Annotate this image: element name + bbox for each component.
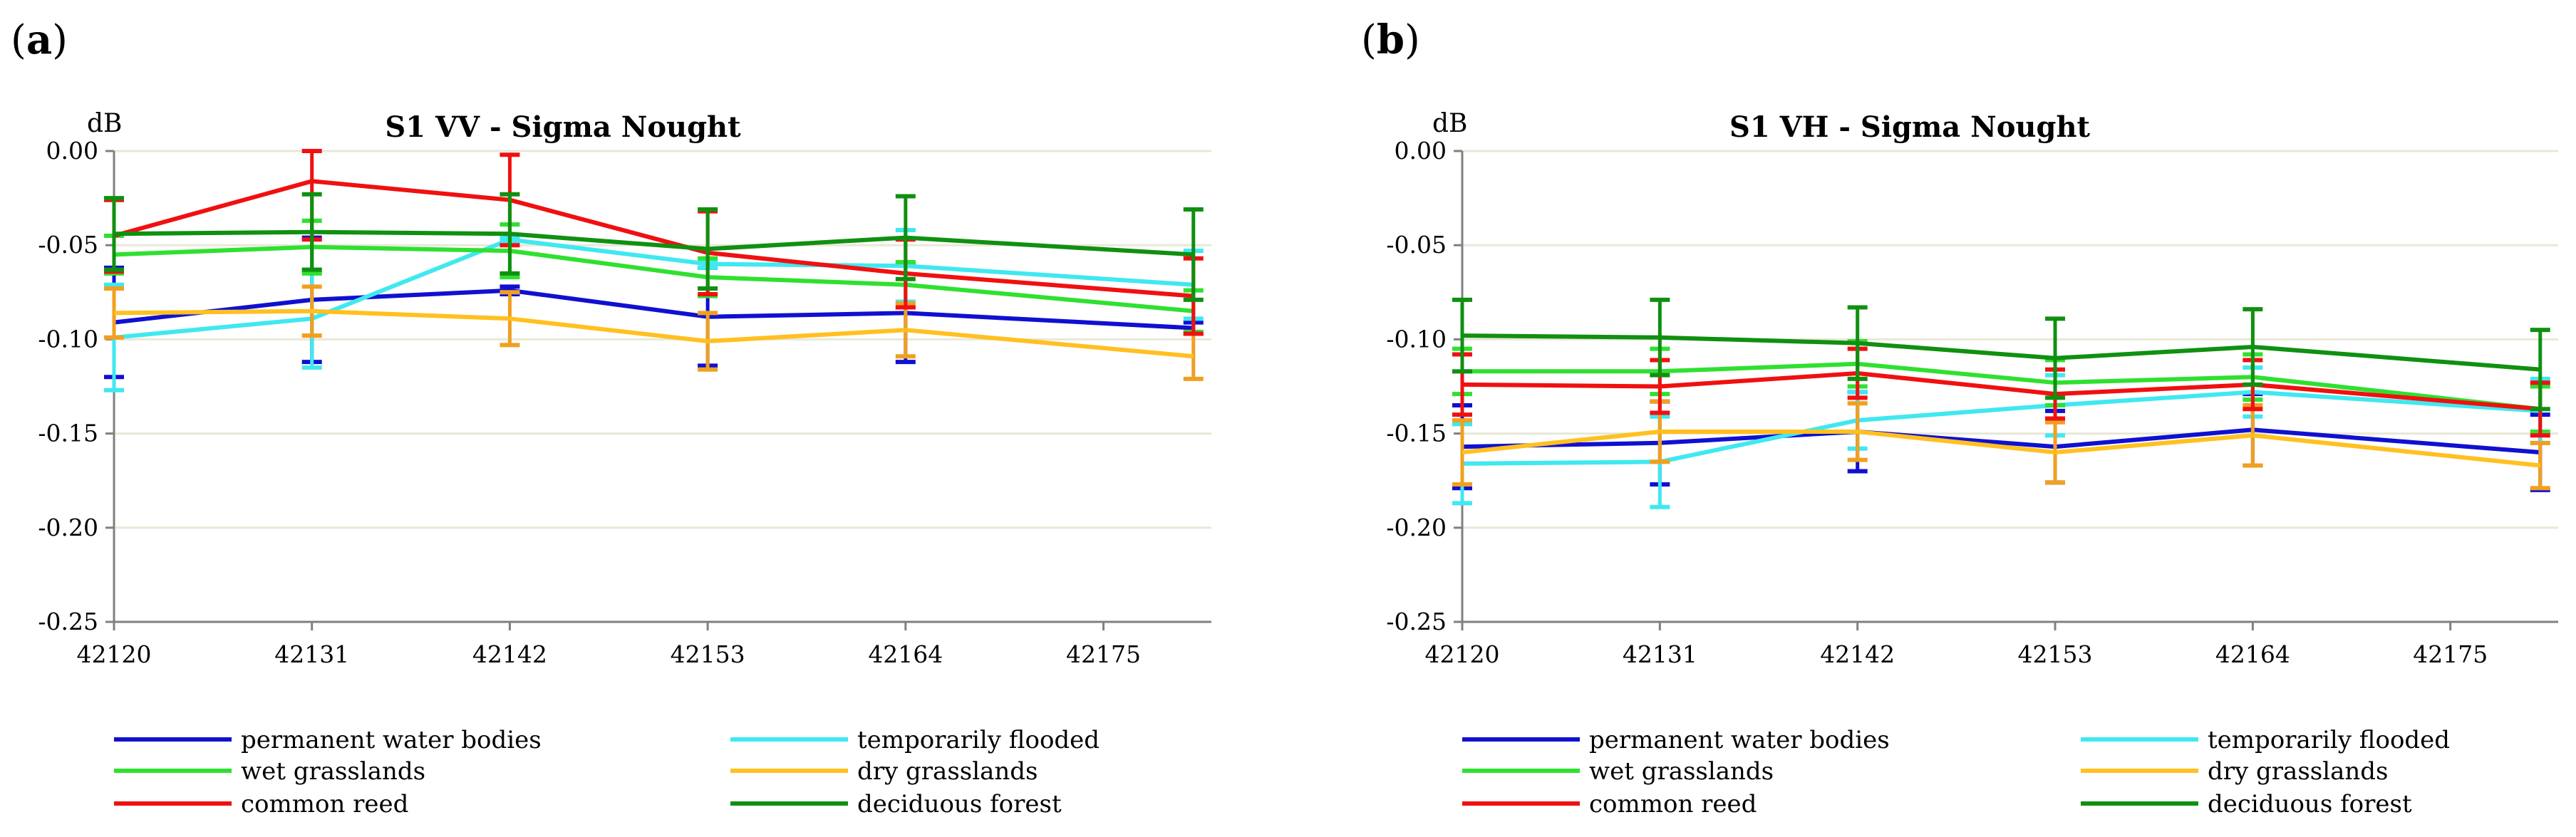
- series-forest: [104, 192, 1204, 302]
- panel-label-close: ): [52, 17, 68, 63]
- series-line: [1462, 333, 2541, 372]
- series-line: [1462, 361, 2541, 412]
- panel-label: (b): [1361, 16, 1420, 63]
- y-tick-label: -0.20: [38, 514, 98, 541]
- chart-panel-a: (a) S1 VV - Sigma Nought dB0.00 -0.05 -0.10 -…: [11, 16, 1211, 818]
- chart-title: S1 VH - Sigma Nought: [1729, 110, 2091, 144]
- series-line: [113, 308, 1194, 359]
- panel-label-open: (: [1361, 17, 1377, 63]
- series-line: [113, 288, 1194, 331]
- y-tick-label: -0.05: [1386, 231, 1447, 259]
- legend-label-temporary: temporarily flooded: [857, 726, 1100, 754]
- x-tick-label: 42175: [1066, 640, 1141, 668]
- chart-panel-b: (b) S1 VH - Sigma Nought dB0.00 -0.05 -0.10 -…: [1361, 16, 2558, 818]
- legend-label-permanent: permanent water bodies: [241, 726, 542, 754]
- legend-label-reed: common reed: [241, 790, 408, 818]
- x-tick-label: 42142: [472, 640, 547, 668]
- series-line: [113, 237, 1194, 340]
- series-forest: [1452, 297, 2550, 412]
- x-tick-label: 42120: [77, 640, 152, 668]
- series-line: [1462, 427, 2541, 454]
- series-line: [113, 179, 1194, 298]
- x-tick-label: 42153: [2018, 640, 2093, 668]
- series-line: [1462, 430, 2541, 468]
- y-tick-label: -0.15: [38, 420, 98, 447]
- series-line: [1462, 390, 2540, 466]
- legend-label-permanent: permanent water bodies: [1589, 726, 1890, 754]
- y-tick-label: -0.15: [1386, 420, 1447, 447]
- legend-label-wet: wet grasslands: [241, 757, 425, 786]
- x-tick-label: 42120: [1425, 640, 1500, 668]
- legend-label-temporary: temporarily flooded: [2208, 726, 2450, 754]
- y-tick-label: -0.25: [38, 608, 98, 635]
- series-permanent: [1452, 390, 2550, 492]
- y-axis-unit: dB: [1432, 109, 1468, 138]
- y-tick-label: -0.20: [1386, 514, 1447, 541]
- series-line: [1462, 371, 2541, 412]
- panel-label-open: (: [11, 17, 26, 63]
- legend: permanent water bodies temporarily floode…: [1462, 726, 2450, 818]
- legend-label-dry: dry grasslands: [2208, 757, 2388, 786]
- x-tick-label: 42131: [1623, 640, 1697, 668]
- chart-title: S1 VV - Sigma Nought: [385, 110, 741, 144]
- x-tick-label: 42175: [2413, 640, 2488, 668]
- panel-label-letter: b: [1377, 16, 1405, 63]
- legend: permanent water bodies temporarily floode…: [114, 726, 1100, 818]
- legend-label-forest: deciduous forest: [2208, 790, 2412, 818]
- series-dry: [104, 284, 1204, 381]
- panel-label-close: ): [1405, 17, 1420, 63]
- y-tick-label: 0.00: [46, 137, 98, 165]
- y-tick-label: 0.00: [1395, 137, 1447, 165]
- y-tick-label: -0.05: [38, 231, 98, 259]
- y-tick-label: -0.10: [38, 325, 98, 353]
- x-tick-label: 42131: [274, 640, 349, 668]
- series-line: [113, 229, 1194, 257]
- panel-label-letter: a: [26, 16, 52, 63]
- legend-label-wet: wet grasslands: [1589, 757, 1774, 786]
- x-tick-label: 42164: [2215, 640, 2290, 668]
- legend-label-forest: deciduous forest: [857, 790, 1062, 818]
- y-axis-unit: dB: [87, 109, 123, 138]
- y-tick-label: -0.25: [1386, 608, 1447, 635]
- legend-label-dry: dry grasslands: [857, 757, 1038, 786]
- legend-label-reed: common reed: [1589, 790, 1757, 818]
- y-tick-label: -0.10: [1386, 325, 1447, 353]
- x-tick-label: 42153: [671, 640, 745, 668]
- x-tick-label: 42164: [868, 640, 943, 668]
- panel-label: (a): [11, 16, 68, 63]
- series-line: [113, 244, 1194, 313]
- x-tick-label: 42142: [1820, 640, 1895, 668]
